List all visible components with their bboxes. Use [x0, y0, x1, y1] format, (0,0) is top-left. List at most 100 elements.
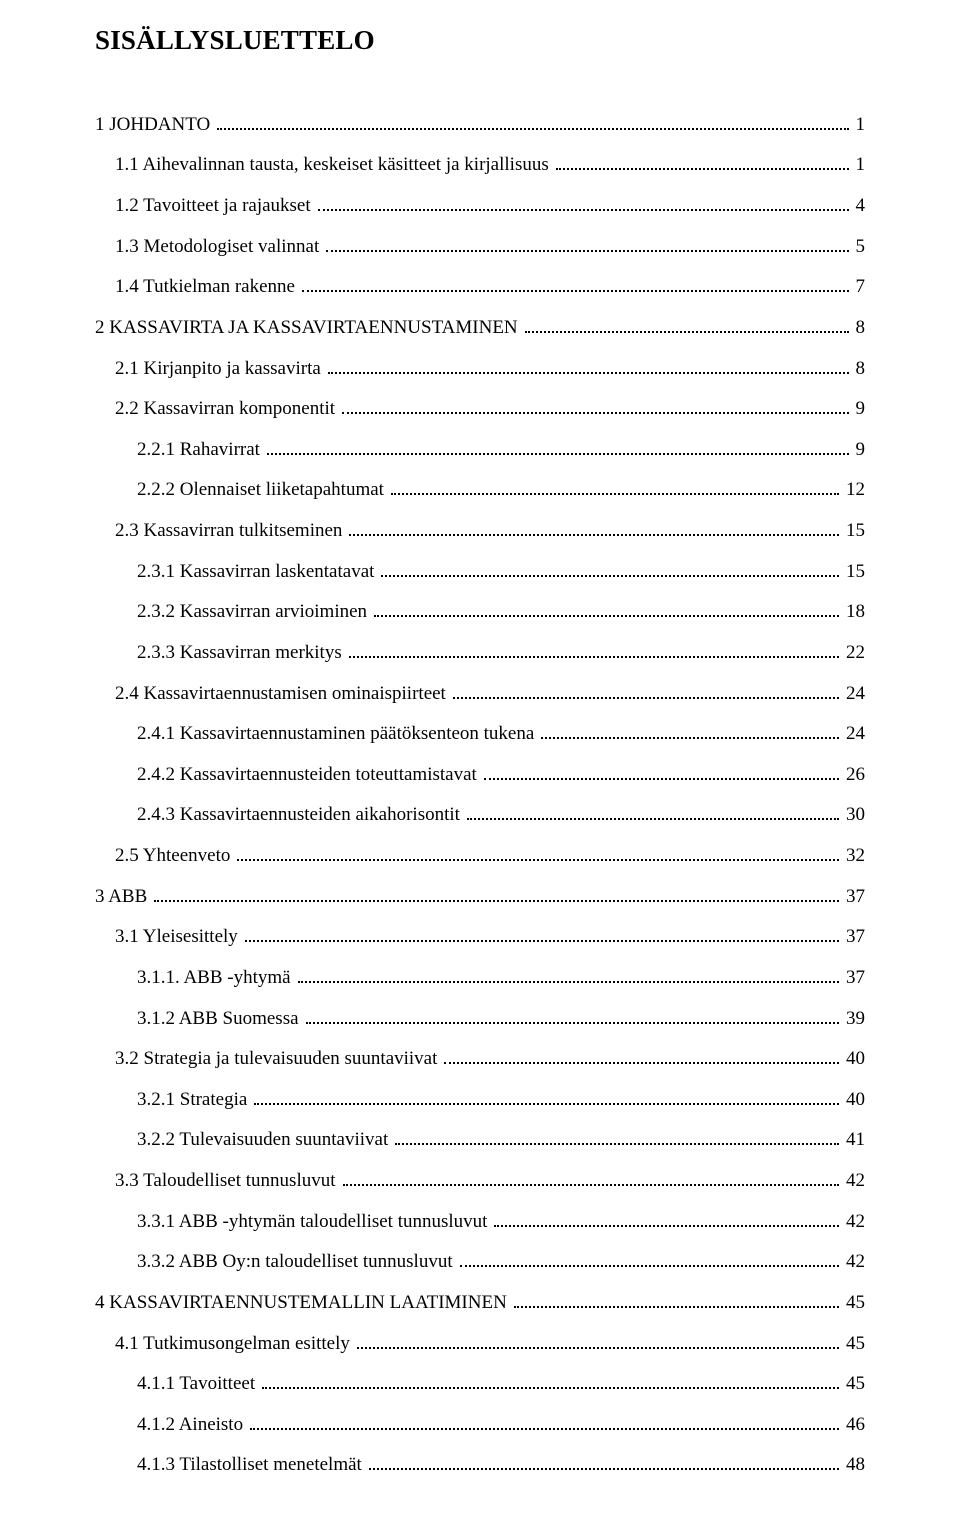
toc-entry-label: 2.4.3 Kassavirtaennusteiden aikahorisont…: [137, 800, 464, 829]
toc-entry-page: 15: [842, 557, 865, 586]
toc-leader-dots: [298, 981, 839, 983]
toc-entry-label: 3.1.2 ABB Suomessa: [137, 1004, 303, 1033]
toc-leader-dots: [541, 737, 839, 739]
toc-leader-dots: [494, 1225, 839, 1227]
toc-leader-dots: [391, 493, 839, 495]
toc-leader-dots: [369, 1468, 839, 1470]
toc-entry-page: 46: [842, 1410, 865, 1439]
toc-leader-dots: [357, 1347, 839, 1349]
toc-leader-dots: [237, 859, 839, 861]
toc-entry-page: 32: [842, 841, 865, 870]
toc-entry: 2.2.1 Rahavirrat 9: [95, 435, 865, 464]
toc-entry-label: 2.2 Kassavirran komponentit: [115, 394, 339, 423]
toc-entry-page: 18: [842, 597, 865, 626]
toc-entry-page: 30: [842, 800, 865, 829]
toc-leader-dots: [342, 412, 848, 414]
toc-leader-dots: [302, 290, 849, 292]
toc-entry-label: 2 KASSAVIRTA JA KASSAVIRTAENNUSTAMINEN: [95, 313, 522, 342]
toc-entry-page: 4: [852, 191, 866, 220]
toc-entry-page: 1: [852, 110, 866, 139]
toc-entry: 1.3 Metodologiset valinnat5: [95, 232, 865, 261]
toc-entry-label: 2.2.1 Rahavirrat: [137, 435, 264, 464]
toc-entry: 3.3 Taloudelliset tunnusluvut42: [95, 1166, 865, 1195]
toc-entry: 4.1 Tutkimusongelman esittely45: [95, 1329, 865, 1358]
toc-title: SISÄLLYSLUETTELO: [95, 20, 865, 62]
toc-leader-dots: [250, 1428, 839, 1430]
toc-entry: 2.4.1 Kassavirtaennustaminen päätöksente…: [95, 719, 865, 748]
toc-entry: 4.1.3 Tilastolliset menetelmät48: [95, 1450, 865, 1479]
toc-entry-page: 45: [842, 1288, 865, 1317]
toc-entry: 2.3.2 Kassavirran arvioiminen18: [95, 597, 865, 626]
toc-entry-page: 1: [852, 150, 866, 179]
toc-entry-page: 8: [852, 313, 866, 342]
toc-leader-dots: [306, 1022, 839, 1024]
toc-entry-page: 41: [842, 1125, 865, 1154]
toc-leader-dots: [262, 1387, 839, 1389]
toc-entry-page: 22: [842, 638, 865, 667]
toc-entry-page: 7: [852, 272, 866, 301]
toc-entry-label: 2.2.2 Olennaiset liiketapahtumat: [137, 475, 388, 504]
toc-entry-page: 42: [842, 1247, 865, 1276]
toc-entry-label: 3.3.1 ABB -yhtymän taloudelliset tunnusl…: [137, 1207, 491, 1236]
toc-entry: 1.2 Tavoitteet ja rajaukset4: [95, 191, 865, 220]
toc-entry-label: 3.1 Yleisesittely: [115, 922, 242, 951]
toc-entry-page: 24: [842, 679, 865, 708]
toc-entry: 4.1.1 Tavoitteet45: [95, 1369, 865, 1398]
toc-entry-label: 1 JOHDANTO: [95, 110, 214, 139]
toc-entry-page: 8: [852, 354, 866, 383]
toc-entry-label: 2.4 Kassavirtaennustamisen ominaispiirte…: [115, 679, 450, 708]
toc-entry-page: 42: [842, 1207, 865, 1236]
toc-entry-label: 3 ABB: [95, 882, 151, 911]
toc-entry: 3.1 Yleisesittely37: [95, 922, 865, 951]
toc-entry: 2.3.3 Kassavirran merkitys22: [95, 638, 865, 667]
toc-entry-label: 3.3.2 ABB Oy:n taloudelliset tunnusluvut: [137, 1247, 457, 1276]
toc-entry-label: 3.3 Taloudelliset tunnusluvut: [115, 1166, 340, 1195]
toc-entry-label: 2.3.1 Kassavirran laskentatavat: [137, 557, 378, 586]
toc-entry: 2.5 Yhteenveto 32: [95, 841, 865, 870]
toc-leader-dots: [349, 534, 839, 536]
toc-entry-label: 3.2 Strategia ja tulevaisuuden suuntavii…: [115, 1044, 441, 1073]
toc-entry: 2.2.2 Olennaiset liiketapahtumat12: [95, 475, 865, 504]
toc-entry-page: 26: [842, 760, 865, 789]
toc-entry: 3.2 Strategia ja tulevaisuuden suuntavii…: [95, 1044, 865, 1073]
toc-leader-dots: [460, 1265, 839, 1267]
toc-entry: 2.1 Kirjanpito ja kassavirta8: [95, 354, 865, 383]
toc-entry: 1 JOHDANTO 1: [95, 110, 865, 139]
toc-leader-dots: [328, 372, 849, 374]
toc-leader-dots: [343, 1184, 839, 1186]
toc-entry-label: 2.4.1 Kassavirtaennustaminen päätöksente…: [137, 719, 538, 748]
toc-entry: 2.3.1 Kassavirran laskentatavat 15: [95, 557, 865, 586]
toc-leader-dots: [484, 778, 839, 780]
toc-list: 1 JOHDANTO11.1 Aihevalinnan tausta, kesk…: [95, 110, 865, 1480]
toc-entry: 2.4.3 Kassavirtaennusteiden aikahorisont…: [95, 800, 865, 829]
toc-leader-dots: [467, 818, 839, 820]
toc-entry-page: 9: [852, 435, 866, 464]
toc-leader-dots: [349, 656, 839, 658]
toc-entry-label: 4.1.1 Tavoitteet: [137, 1369, 259, 1398]
toc-entry: 2 KASSAVIRTA JA KASSAVIRTAENNUSTAMINEN 8: [95, 313, 865, 342]
toc-leader-dots: [525, 331, 849, 333]
toc-entry-page: 37: [842, 963, 865, 992]
toc-entry-label: 1.4 Tutkielman rakenne: [115, 272, 299, 301]
toc-entry: 1.1 Aihevalinnan tausta, keskeiset käsit…: [95, 150, 865, 179]
toc-entry-page: 37: [842, 882, 865, 911]
toc-entry: 3.1.1. ABB -yhtymä37: [95, 963, 865, 992]
toc-entry-label: 2.3 Kassavirran tulkitseminen: [115, 516, 346, 545]
toc-leader-dots: [154, 900, 839, 902]
toc-entry-page: 39: [842, 1004, 865, 1033]
toc-entry-label: 1.3 Metodologiset valinnat: [115, 232, 323, 261]
toc-entry: 3.3.1 ABB -yhtymän taloudelliset tunnusl…: [95, 1207, 865, 1236]
toc-entry: 1.4 Tutkielman rakenne 7: [95, 272, 865, 301]
toc-entry-label: 4.1.2 Aineisto: [137, 1410, 247, 1439]
toc-leader-dots: [318, 209, 849, 211]
toc-leader-dots: [245, 940, 839, 942]
toc-leader-dots: [556, 168, 849, 170]
toc-entry-label: 3.2.1 Strategia: [137, 1085, 251, 1114]
toc-entry-label: 2.5 Yhteenveto: [115, 841, 234, 870]
toc-entry: 4.1.2 Aineisto 46: [95, 1410, 865, 1439]
toc-leader-dots: [453, 697, 839, 699]
toc-leader-dots: [326, 250, 848, 252]
toc-entry: 3 ABB 37: [95, 882, 865, 911]
toc-entry: 2.2 Kassavirran komponentit9: [95, 394, 865, 423]
toc-entry: 3.3.2 ABB Oy:n taloudelliset tunnusluvut…: [95, 1247, 865, 1276]
